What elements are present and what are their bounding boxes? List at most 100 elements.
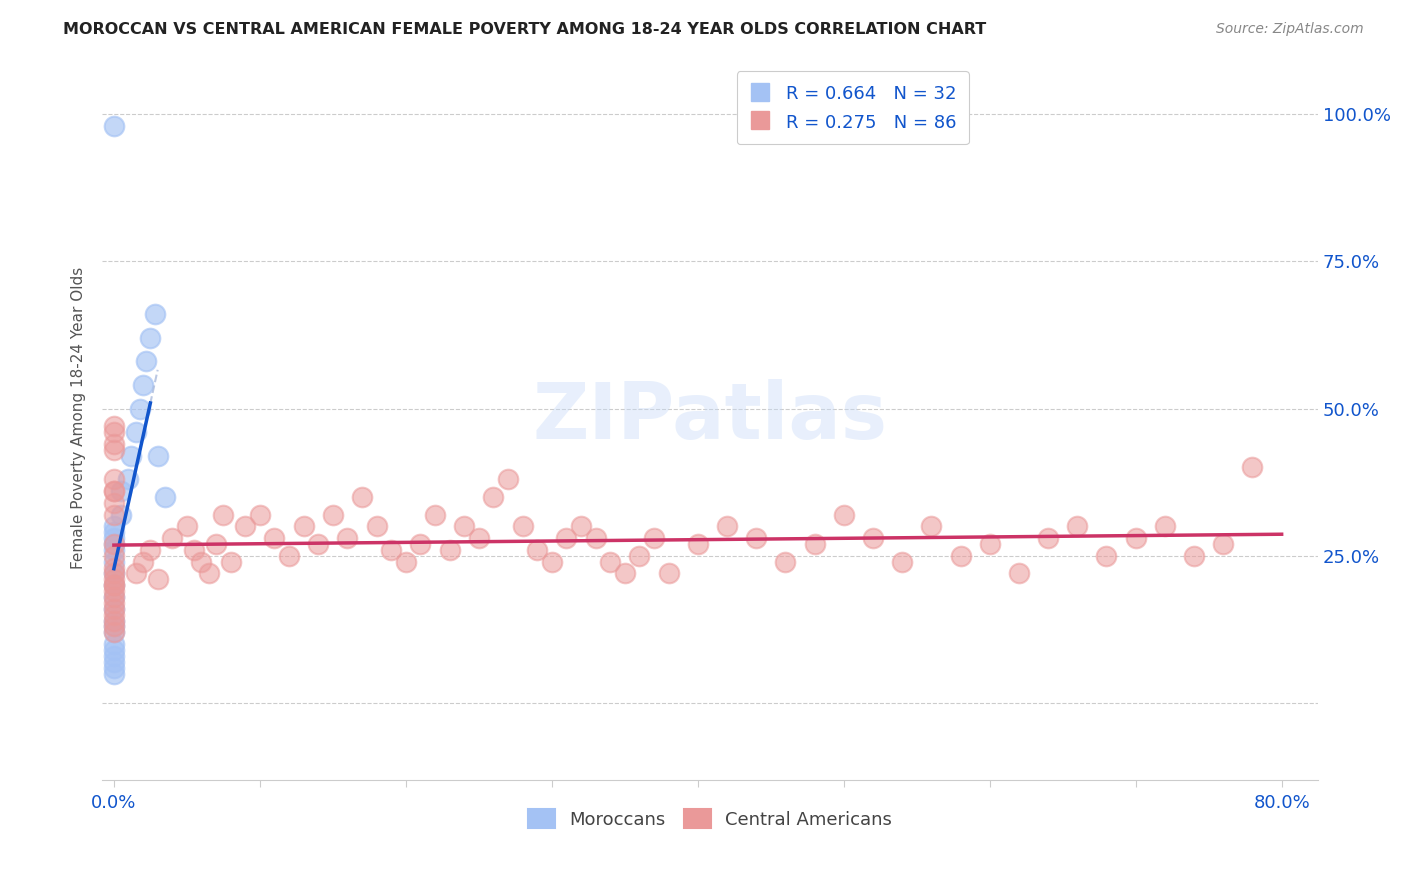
Point xyxy=(628,549,651,563)
Point xyxy=(103,419,125,434)
Point xyxy=(1153,519,1175,533)
Point xyxy=(292,519,315,533)
Point xyxy=(439,542,461,557)
Y-axis label: Female Poverty Among 18-24 Year Olds: Female Poverty Among 18-24 Year Olds xyxy=(72,266,86,568)
Text: ZIPatlas: ZIPatlas xyxy=(533,379,887,456)
Point xyxy=(468,531,491,545)
Point xyxy=(658,566,681,581)
Point xyxy=(103,643,125,657)
Point xyxy=(803,537,825,551)
Point xyxy=(482,490,505,504)
Text: MOROCCAN VS CENTRAL AMERICAN FEMALE POVERTY AMONG 18-24 YEAR OLDS CORRELATION CH: MOROCCAN VS CENTRAL AMERICAN FEMALE POVE… xyxy=(63,22,987,37)
Point xyxy=(103,119,125,133)
Point xyxy=(103,590,125,604)
Point xyxy=(139,542,162,557)
Point xyxy=(103,619,125,633)
Point xyxy=(322,508,344,522)
Point xyxy=(103,531,125,545)
Point xyxy=(125,566,148,581)
Point xyxy=(1008,566,1031,581)
Point xyxy=(103,537,125,551)
Point xyxy=(249,508,271,522)
Point xyxy=(132,378,155,392)
Point xyxy=(103,614,125,628)
Point xyxy=(103,602,125,616)
Point xyxy=(716,519,738,533)
Point xyxy=(775,555,797,569)
Point xyxy=(103,655,125,669)
Point xyxy=(103,425,125,439)
Point xyxy=(117,472,139,486)
Point xyxy=(103,619,125,633)
Point xyxy=(212,508,235,522)
Point xyxy=(146,449,169,463)
Point xyxy=(278,549,301,563)
Point xyxy=(103,542,125,557)
Point xyxy=(979,537,1001,551)
Point xyxy=(103,537,125,551)
Point xyxy=(395,555,418,569)
Point xyxy=(103,607,125,622)
Point xyxy=(129,401,152,416)
Point xyxy=(1036,531,1059,545)
Point xyxy=(120,449,142,463)
Point xyxy=(526,542,548,557)
Point xyxy=(540,555,562,569)
Point xyxy=(1182,549,1205,563)
Point xyxy=(233,519,256,533)
Point xyxy=(103,602,125,616)
Point xyxy=(103,566,125,581)
Point xyxy=(183,542,205,557)
Point xyxy=(512,519,534,533)
Point xyxy=(103,437,125,451)
Point xyxy=(143,307,166,321)
Point xyxy=(423,508,446,522)
Point xyxy=(745,531,768,545)
Point xyxy=(162,531,184,545)
Point xyxy=(103,472,125,486)
Point xyxy=(599,555,621,569)
Point xyxy=(585,531,607,545)
Point xyxy=(832,508,855,522)
Point xyxy=(409,537,432,551)
Point xyxy=(555,531,578,545)
Point xyxy=(103,578,125,592)
Point xyxy=(153,490,176,504)
Point xyxy=(103,648,125,663)
Point xyxy=(103,625,125,640)
Point xyxy=(103,566,125,581)
Point xyxy=(103,525,125,540)
Point xyxy=(139,331,162,345)
Point xyxy=(103,483,125,498)
Point xyxy=(380,542,402,557)
Point xyxy=(110,508,132,522)
Text: Source: ZipAtlas.com: Source: ZipAtlas.com xyxy=(1216,22,1364,37)
Point xyxy=(103,555,125,569)
Point xyxy=(103,596,125,610)
Point xyxy=(135,354,157,368)
Point xyxy=(686,537,709,551)
Point xyxy=(920,519,942,533)
Point xyxy=(1125,531,1147,545)
Point xyxy=(103,442,125,457)
Point xyxy=(1066,519,1088,533)
Point xyxy=(103,584,125,599)
Legend: Moroccans, Central Americans: Moroccans, Central Americans xyxy=(520,802,900,836)
Point xyxy=(103,578,125,592)
Point xyxy=(190,555,212,569)
Point xyxy=(891,555,914,569)
Point xyxy=(103,590,125,604)
Point xyxy=(125,425,148,439)
Point xyxy=(103,519,125,533)
Point xyxy=(103,661,125,675)
Point xyxy=(263,531,285,545)
Point xyxy=(176,519,198,533)
Point xyxy=(453,519,475,533)
Point xyxy=(103,560,125,574)
Point xyxy=(197,566,219,581)
Point xyxy=(949,549,972,563)
Point xyxy=(103,508,125,522)
Point xyxy=(219,555,242,569)
Point xyxy=(366,519,388,533)
Point xyxy=(569,519,592,533)
